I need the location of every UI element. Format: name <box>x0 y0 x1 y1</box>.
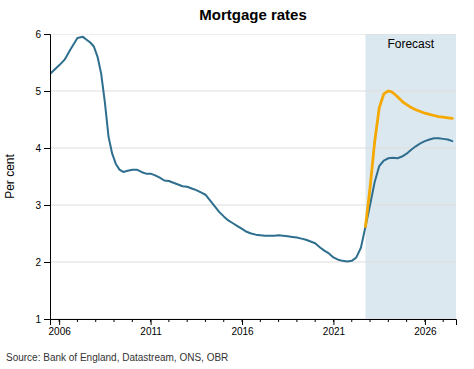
x-tick-mark <box>425 319 426 325</box>
x-minor-tick <box>95 319 96 322</box>
line <box>50 37 365 262</box>
title: Mortgage rates <box>199 6 307 23</box>
y-axis-line <box>44 35 51 320</box>
x-axis: 2006 2011 2016 2021 2026 <box>49 319 457 337</box>
y-tick: 4 <box>35 143 50 154</box>
grid <box>50 34 456 319</box>
y-tick-mark <box>44 205 50 206</box>
x-minor-tick <box>205 319 206 322</box>
y-tick-label: 2 <box>35 257 41 268</box>
y-tick: 2 <box>35 257 50 268</box>
x-minor-tick <box>333 319 334 322</box>
x-tick: 2021 <box>323 319 346 337</box>
plot-area <box>50 34 456 319</box>
y-tick: 3 <box>35 200 50 211</box>
y-tick-label: 1 <box>35 314 41 325</box>
x-minor-tick <box>443 319 444 322</box>
x-axis-line <box>51 320 457 326</box>
y-tick: 5 <box>35 86 50 97</box>
x-minor-ticks <box>59 319 443 322</box>
x-tick: 2006 <box>49 319 72 337</box>
x-minor-tick <box>242 319 243 322</box>
x-tick-mark <box>151 319 152 325</box>
x-minor-tick <box>168 319 169 322</box>
y-tick-mark <box>44 262 50 263</box>
x-minor-tick <box>77 319 78 322</box>
grid-line <box>50 205 456 206</box>
x-tick-label: 2026 <box>414 326 437 337</box>
grid-line <box>50 91 456 92</box>
x-minor-tick <box>388 319 389 322</box>
grid-line <box>50 34 456 35</box>
x-minor-tick <box>278 319 279 322</box>
y-tick: 1 <box>35 314 50 325</box>
grid-line <box>50 319 456 320</box>
x-tick-mark <box>333 319 334 325</box>
x-minor-tick <box>370 319 371 322</box>
x-minor-tick <box>150 319 151 322</box>
x-minor-tick <box>406 319 407 322</box>
y-tick: 6 <box>35 29 50 40</box>
line <box>365 91 452 227</box>
forecast-span <box>365 34 456 319</box>
y-tick-label: 5 <box>35 86 41 97</box>
x-tick: 2026 <box>414 319 437 337</box>
y-axis-title: Per cent <box>3 153 17 198</box>
x-minor-tick <box>424 319 425 322</box>
x-tick: 2016 <box>231 319 254 337</box>
y-axis: 1 2 3 4 5 6 <box>35 29 50 325</box>
y-tick-mark <box>44 34 50 35</box>
y-tick-mark <box>44 148 50 149</box>
y-tick-mark <box>44 319 50 320</box>
x-minor-tick <box>132 319 133 322</box>
source: Source: Bank of England, Datastream, ONS… <box>6 352 228 363</box>
grid-line <box>50 262 456 263</box>
x-tick-mark <box>242 319 243 325</box>
y-tick-mark <box>44 91 50 92</box>
lines <box>50 37 452 262</box>
x-tick-label: 2006 <box>49 326 72 337</box>
x-tick-label: 2021 <box>323 326 346 337</box>
x-minor-tick <box>296 319 297 322</box>
x-tick: 2011 <box>140 319 162 337</box>
x-minor-tick <box>260 319 261 322</box>
x-tick-mark <box>59 319 60 325</box>
y-tick-label: 6 <box>35 29 41 40</box>
x-minor-tick <box>187 319 188 322</box>
x-minor-tick <box>223 319 224 322</box>
chart: 2006 2011 2016 2021 2026 1 2 3 4 5 6 Mortgage rates… <box>0 0 474 369</box>
annotation: Forecast <box>387 37 434 51</box>
x-tick-label: 2016 <box>231 326 254 337</box>
y-tick-label: 4 <box>35 143 41 154</box>
x-minor-tick <box>114 319 115 322</box>
x-tick-label: 2011 <box>140 326 162 337</box>
line <box>365 138 452 226</box>
x-minor-tick <box>59 319 60 322</box>
x-minor-tick <box>315 319 316 322</box>
x-minor-tick <box>351 319 352 322</box>
y-tick-label: 3 <box>35 200 41 211</box>
